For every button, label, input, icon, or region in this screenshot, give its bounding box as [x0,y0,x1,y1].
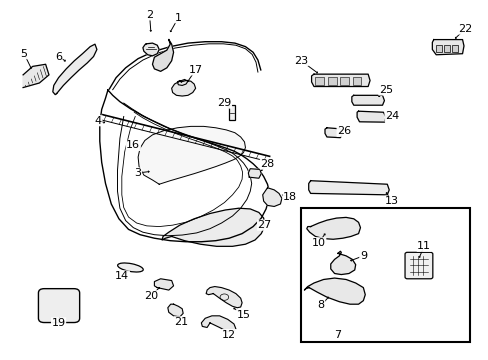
Text: 7: 7 [334,329,341,339]
Polygon shape [351,95,384,105]
Text: 14: 14 [115,271,129,281]
Text: 11: 11 [416,241,430,251]
Text: 4: 4 [95,116,102,126]
Polygon shape [154,279,173,290]
Polygon shape [162,208,264,246]
Polygon shape [325,128,342,138]
Text: 26: 26 [336,126,350,136]
Bar [301,208,469,342]
Polygon shape [206,287,242,308]
Polygon shape [152,40,173,71]
Polygon shape [171,80,195,96]
Text: 23: 23 [293,56,307,66]
Text: 20: 20 [143,291,158,301]
Text: 15: 15 [236,310,250,320]
Text: 12: 12 [222,329,236,339]
Bar [315,77,324,85]
Text: 9: 9 [359,251,366,261]
Text: 28: 28 [260,159,274,169]
Bar [340,77,348,85]
Polygon shape [248,169,261,178]
Text: 6: 6 [55,51,62,62]
Polygon shape [262,188,281,207]
Bar [327,77,336,85]
Bar [451,45,457,52]
Ellipse shape [118,263,143,272]
Text: 18: 18 [283,192,297,202]
Text: 27: 27 [257,220,271,230]
Polygon shape [53,44,97,95]
Text: 5: 5 [20,49,27,59]
Text: 24: 24 [384,112,398,121]
Bar [435,45,441,52]
Text: 16: 16 [126,140,140,150]
Text: 10: 10 [311,238,325,248]
Text: 2: 2 [146,10,153,20]
Polygon shape [330,251,355,275]
Text: 29: 29 [217,98,231,108]
FancyBboxPatch shape [39,289,80,323]
Text: 19: 19 [51,318,65,328]
Text: 17: 17 [188,65,202,75]
Text: 21: 21 [174,317,188,327]
FancyBboxPatch shape [404,252,432,279]
Polygon shape [304,278,365,304]
Text: 1: 1 [175,13,182,23]
Polygon shape [356,111,385,122]
Text: 22: 22 [457,24,471,34]
Polygon shape [138,126,245,184]
Bar [352,77,361,85]
Polygon shape [23,64,49,87]
Text: 8: 8 [317,300,324,310]
Polygon shape [201,316,235,332]
Polygon shape [142,43,159,56]
Text: 3: 3 [134,168,142,178]
Text: 13: 13 [385,196,398,206]
Polygon shape [311,74,369,86]
Polygon shape [167,304,183,317]
Bar [444,45,449,52]
Polygon shape [308,181,388,195]
Polygon shape [306,217,360,239]
Polygon shape [431,40,463,55]
FancyBboxPatch shape [229,105,234,120]
Text: 25: 25 [378,85,392,95]
